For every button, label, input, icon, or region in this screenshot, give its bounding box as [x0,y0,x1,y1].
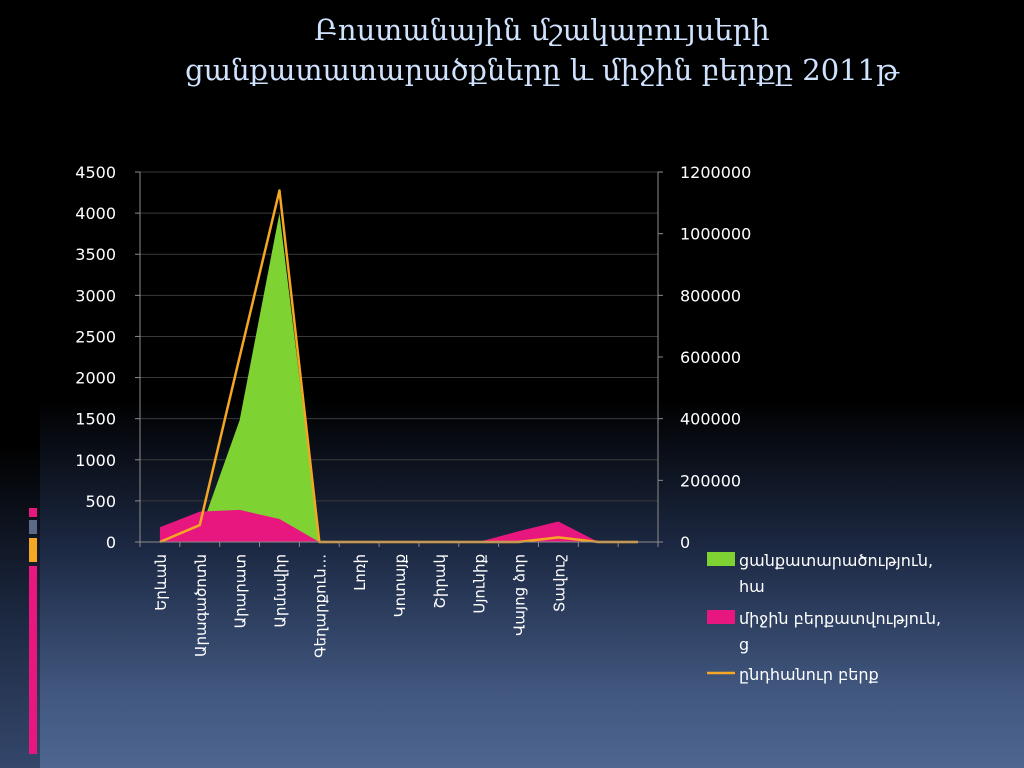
x-category-label: Վայոց ձոր [511,554,529,636]
x-category-labels: Երևան Արագածոտն Արարատ Արմավիր Գեղարքուն... Լ… [152,554,568,658]
y-right-tick-label: 400000 [680,410,741,429]
y-right-tick-label: 200000 [680,471,741,490]
area-series-2 [159,509,639,542]
left-decor-bar [0,0,40,768]
y-left-tick-label: 4000 [75,204,116,223]
y-left-tick-label: 1500 [75,410,116,429]
y-right-tick-labels: 0 200000 400000 600000 800000 1000000 1200000 [680,163,751,552]
chart-legend: ցանքատարածություն, հա միջին բերքատվություն… [707,551,941,684]
y-left-tick-label: 3500 [75,245,116,264]
chart-axes [135,171,663,547]
y-left-tick-label: 4500 [75,163,116,182]
x-category-label: Կոտայք [391,554,409,617]
slide-title-line-1: Բոստանային մշակաբույսերի [314,13,770,47]
slide-title-line-2: ցանքատատարածքները և միջին բերքը 2011թ [184,53,900,87]
y-left-tick-label: 0 [106,533,116,552]
legend-label-total-yield: ընդհանուր բերք [739,665,879,684]
accent-strip [29,508,37,517]
legend-label-avg-yield: միջին բերքատվություն, ց [739,609,941,654]
y-right-tick-label: 1000000 [680,225,751,244]
slide-title: Բոստանային մշակաբույսերի ցանքատատարածքնե… [60,10,1024,90]
x-category-label: Լոռի [351,554,369,591]
x-category-label: Տավուշ [550,554,568,612]
accent-strip [29,520,37,534]
x-category-label: Երևան [152,554,170,611]
x-category-label: Սյունիք [471,554,489,614]
y-left-tick-label: 3000 [75,286,116,305]
legend-swatch-sown-area [707,552,735,566]
x-category-label: Արարատ [232,554,250,628]
y-right-tick-label: 800000 [680,286,741,305]
y-left-tick-label: 1000 [75,451,116,470]
legend-label-sown-area: ցանքատարածություն, հա [739,551,933,596]
y-left-tick-labels: 0 500 1000 1500 2000 2500 3000 3500 4000 4500 [75,163,116,552]
y-right-tick-label: 1200000 [680,163,751,182]
legend-swatch-avg-yield [707,610,735,624]
accent-strip [29,566,37,754]
y-left-tick-label: 2000 [75,369,116,388]
x-category-label: Արմավիր [271,554,289,628]
area-series-1 [159,213,639,542]
y-left-tick-label: 2500 [75,327,116,346]
x-category-label: Գեղարքուն... [311,554,329,658]
y-right-tick-label: 0 [680,533,690,552]
y-left-tick-label: 500 [85,492,116,511]
y-right-tick-label: 600000 [680,348,741,367]
x-category-label: Արագածոտն [192,554,210,657]
x-category-label: Շիրակ [431,554,449,609]
accent-strip [29,538,37,562]
chart-areas [159,213,639,542]
